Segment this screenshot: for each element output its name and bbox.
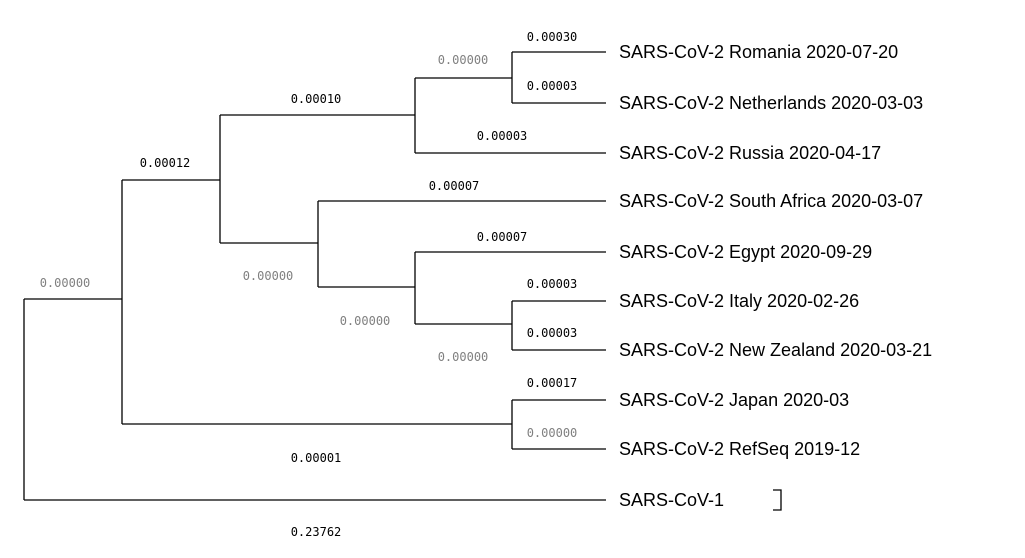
leaf-label: SARS-CoV-2 Italy 2020-02-26 (619, 291, 859, 311)
leaf-label: SARS-CoV-2 Egypt 2020-09-29 (619, 242, 872, 262)
branch-length-label: 0.00007 (429, 179, 480, 193)
leaf-label: SARS-CoV-1 (619, 490, 724, 510)
branch-length-label: 0.00000 (438, 53, 489, 67)
leaf-label: SARS-CoV-2 Netherlands 2020-03-03 (619, 93, 923, 113)
branch-length-label: 0.00010 (291, 92, 342, 106)
leaf-label: SARS-CoV-2 Romania 2020-07-20 (619, 42, 898, 62)
leaf-label: SARS-CoV-2 Japan 2020-03 (619, 390, 849, 410)
branch-length-label: 0.00030 (527, 30, 578, 44)
branch-length-label: 0.00007 (477, 230, 528, 244)
branch-length-label: 0.00001 (291, 451, 342, 465)
branch-length-label: 0.00000 (438, 350, 489, 364)
branch-length-label: 0.00000 (40, 276, 91, 290)
branch-length-label: 0.00003 (477, 129, 528, 143)
branch-length-label: 0.00012 (140, 156, 191, 170)
scale-bracket (773, 489, 782, 511)
leaf-label: SARS-CoV-2 RefSeq 2019-12 (619, 439, 860, 459)
leaf-label: SARS-CoV-2 South Africa 2020-03-07 (619, 191, 923, 211)
branch-length-label: 0.00003 (527, 326, 578, 340)
leaf-label: SARS-CoV-2 New Zealand 2020-03-21 (619, 340, 932, 360)
branch-length-label: 0.00000 (243, 269, 294, 283)
branch-length-label: 0.00000 (527, 426, 578, 440)
branch-length-labels: 0.00030 0.00000 0.00003 0.00010 0.00003 … (40, 30, 578, 539)
leaf-labels: SARS-CoV-2 Romania 2020-07-20 SARS-CoV-2… (619, 42, 932, 510)
branch-length-label: 0.00017 (527, 376, 578, 390)
branch-length-label: 0.00003 (527, 277, 578, 291)
branch-length-label: 0.00000 (340, 314, 391, 328)
leaf-label: SARS-CoV-2 Russia 2020-04-17 (619, 143, 881, 163)
branch-length-label: 0.00003 (527, 79, 578, 93)
branch-length-label: 0.23762 (291, 525, 342, 539)
tree-branches (23, 51, 606, 501)
